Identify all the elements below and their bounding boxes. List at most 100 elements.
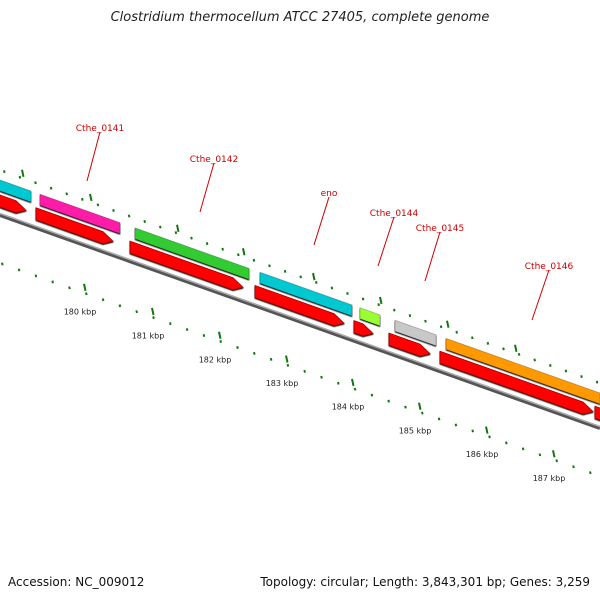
tick-mark xyxy=(471,336,474,340)
scale-label: 187 kbp xyxy=(533,474,566,483)
tick-mark xyxy=(17,268,21,272)
major-tick-mark xyxy=(418,402,422,410)
tick-mark xyxy=(315,280,318,284)
tick-mark xyxy=(68,286,71,290)
tick-mark xyxy=(387,399,390,403)
cds-arrow xyxy=(594,405,600,421)
tick-mark xyxy=(421,411,424,415)
cds-arrow xyxy=(353,320,374,337)
major-tick-mark xyxy=(514,344,518,353)
tick-mark xyxy=(152,316,155,320)
tick-mark xyxy=(269,357,273,361)
tick-mark xyxy=(118,304,122,308)
scale-label: 181 kbp xyxy=(132,332,165,341)
major-tick-mark xyxy=(379,296,383,305)
gene-feature xyxy=(39,193,121,235)
tick-mark xyxy=(303,369,306,373)
tick-mark xyxy=(286,363,290,367)
tick-mark xyxy=(127,214,131,218)
tick-mark xyxy=(486,341,490,345)
gene-feature xyxy=(394,319,437,347)
tick-mark xyxy=(18,175,22,179)
tick-mark xyxy=(143,220,146,223)
tick-mark xyxy=(34,274,38,278)
tick-mark xyxy=(502,347,505,351)
tick-mark xyxy=(437,417,441,421)
tick-mark xyxy=(190,236,193,240)
tick-mark xyxy=(101,298,105,302)
tick-mark xyxy=(96,203,100,207)
cds-arrow xyxy=(0,194,27,214)
tick-mark xyxy=(517,352,521,356)
outer-tick-ring xyxy=(3,169,599,384)
tick-mark xyxy=(346,292,349,295)
tick-mark xyxy=(221,247,224,251)
tick-mark xyxy=(589,471,592,475)
tick-mark xyxy=(320,375,323,379)
callout-line xyxy=(424,231,441,282)
tick-mark xyxy=(85,292,88,296)
major-tick-mark xyxy=(151,307,155,316)
tick-mark xyxy=(252,258,256,262)
gene-label: Cthe_0146 xyxy=(525,262,574,272)
tick-mark xyxy=(205,242,209,246)
tick-mark xyxy=(538,453,542,457)
backbone-line xyxy=(0,213,600,430)
major-tick-mark xyxy=(218,331,222,339)
tick-mark xyxy=(353,387,357,391)
tick-mark xyxy=(471,429,474,433)
scale-label: 182 kbp xyxy=(199,355,232,364)
tick-mark xyxy=(202,334,206,338)
gene-label: Cthe_0145 xyxy=(416,224,464,234)
tick-mark xyxy=(112,208,115,212)
map-title: Clostridium thermocellum ATCC 27405, com… xyxy=(110,10,490,25)
major-tick-mark xyxy=(485,426,489,434)
callout-line xyxy=(377,216,395,267)
inner-tick-ring xyxy=(1,262,592,475)
callout-line xyxy=(313,196,330,246)
gene-feature xyxy=(359,307,381,327)
tick-mark xyxy=(49,186,53,190)
tick-mark xyxy=(34,181,37,185)
tick-mark xyxy=(505,441,508,445)
cds-arrow xyxy=(254,284,345,326)
major-tick-mark xyxy=(21,169,25,178)
tick-mark xyxy=(330,286,334,290)
major-tick-mark xyxy=(242,248,246,256)
major-tick-mark xyxy=(285,355,289,363)
gene-label: Cthe_0142 xyxy=(190,155,238,165)
tick-mark xyxy=(159,225,162,229)
gene-feature xyxy=(134,227,250,280)
major-tick-mark xyxy=(552,450,556,458)
tick-mark xyxy=(408,314,412,318)
tick-mark xyxy=(377,303,380,307)
cds-arrow xyxy=(439,350,594,415)
tick-mark xyxy=(370,393,374,397)
major-tick-mark xyxy=(446,320,450,328)
tick-mark xyxy=(283,269,287,273)
tick-mark xyxy=(299,275,302,279)
tick-mark xyxy=(81,197,84,201)
tick-mark xyxy=(361,297,365,301)
cds-arrow xyxy=(35,207,114,244)
scale-label: 184 kbp xyxy=(332,403,365,412)
tick-mark xyxy=(549,364,552,367)
callout-line xyxy=(531,269,550,321)
tick-mark xyxy=(169,322,172,326)
major-tick-mark xyxy=(351,378,355,387)
tick-mark xyxy=(185,328,189,332)
tick-mark xyxy=(253,351,256,355)
tick-mark xyxy=(65,192,68,196)
tick-mark xyxy=(174,231,178,235)
major-tick-mark xyxy=(312,272,316,281)
cds-arrow xyxy=(129,240,244,291)
tick-mark xyxy=(404,405,407,409)
tick-mark xyxy=(580,375,583,379)
tick-mark xyxy=(337,381,340,385)
callout-line xyxy=(86,131,101,182)
major-tick-mark xyxy=(176,224,180,233)
gene-feature xyxy=(445,337,600,405)
tick-mark xyxy=(3,170,6,174)
